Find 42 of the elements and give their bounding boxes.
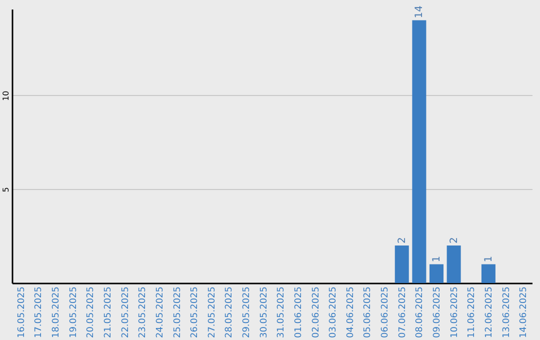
x-tick-label: 24.05.2025: [155, 286, 166, 338]
x-tick-label: 20.05.2025: [86, 286, 96, 338]
x-tick-label: 22.05.2025: [120, 286, 131, 338]
x-tick-label: 28.05.2025: [224, 286, 235, 338]
x-tick-label: 29.05.2025: [242, 286, 252, 338]
x-tick-label: 27.05.2025: [207, 286, 218, 338]
y-tick-label: 10: [2, 90, 10, 101]
data-label: 1: [483, 256, 494, 262]
data-label: 14: [414, 6, 426, 18]
x-tick-label: 06.06.2025: [380, 286, 391, 338]
x-tick-label: 30.05.2025: [259, 286, 270, 338]
x-tick-label: 08.06.2025: [415, 286, 426, 338]
x-tick-label: 11.06.2025: [467, 286, 478, 338]
x-tick-label: 19.05.2025: [68, 286, 79, 338]
bar: [446, 245, 461, 283]
x-tick-label: 16.05.2025: [16, 286, 27, 338]
bar: [430, 264, 444, 283]
x-tick-label: 09.06.2025: [432, 286, 442, 338]
bar: [394, 245, 409, 283]
x-tick-label: 17.05.2025: [34, 286, 44, 338]
data-label: 2: [448, 237, 460, 244]
x-tick-label: 13.06.2025: [502, 286, 512, 338]
bar: [412, 20, 426, 283]
data-label: 2: [396, 237, 408, 244]
x-tick-label: 03.06.2025: [328, 286, 339, 338]
x-tick-label: 01.06.2025: [294, 286, 304, 338]
x-tick-label: 14.06.2025: [519, 286, 530, 338]
x-tick-label: 23.05.2025: [138, 286, 148, 338]
data-label: 1: [432, 256, 442, 262]
x-tick-label: 31.05.2025: [276, 286, 287, 338]
x-tick-label: 02.06.2025: [311, 286, 322, 338]
x-tick-label: 05.06.2025: [363, 286, 374, 338]
x-tick-label: 12.06.2025: [484, 286, 494, 338]
y-tick-label: 5: [2, 187, 10, 192]
bar: [481, 264, 496, 283]
x-tick-label: 25.05.2025: [172, 286, 183, 338]
x-tick-label: 26.05.2025: [190, 286, 200, 338]
x-tick-label: 21.05.2025: [104, 286, 114, 338]
x-tick-label: 18.05.2025: [52, 286, 62, 338]
x-tick-label: 07.06.2025: [398, 286, 408, 338]
x-tick-label: 04.06.2025: [346, 286, 356, 338]
x-tick-label: 10.06.2025: [450, 286, 460, 338]
